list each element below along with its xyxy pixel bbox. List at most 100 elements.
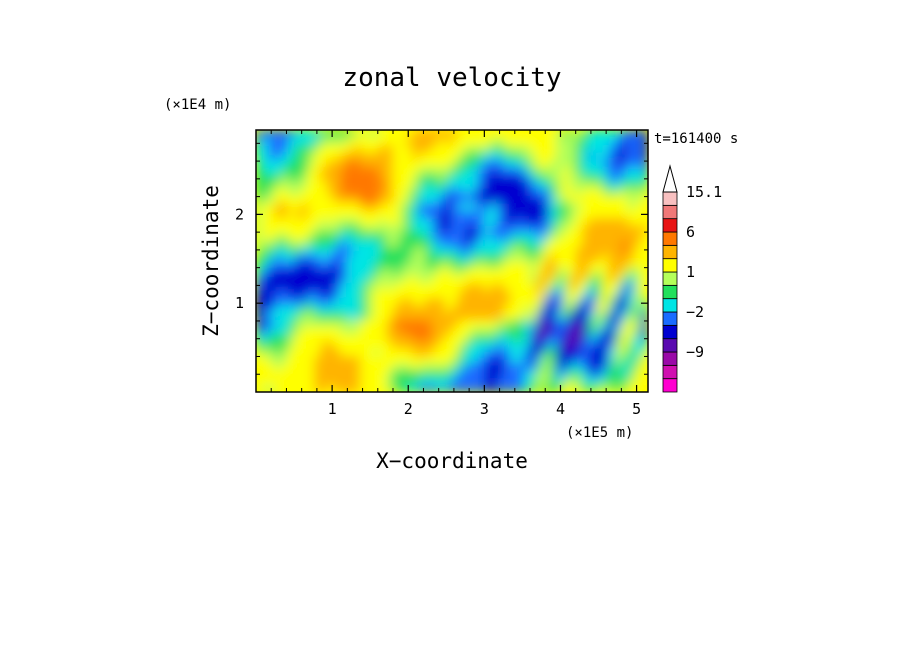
field-cell xyxy=(288,333,296,342)
field-cell xyxy=(262,296,270,306)
field-cell xyxy=(320,253,329,262)
field-cell xyxy=(582,296,590,306)
field-cell xyxy=(340,253,348,262)
field-cell xyxy=(523,158,531,167)
field-cell xyxy=(438,202,446,211)
field-cell xyxy=(471,173,479,182)
field-cell xyxy=(614,275,623,284)
colorbar-swatch xyxy=(662,364,678,380)
field-cell xyxy=(588,187,597,196)
field-cell xyxy=(314,216,322,226)
field-cell xyxy=(262,318,270,327)
field-cell xyxy=(490,195,499,204)
field-cell xyxy=(346,296,355,306)
field-cell xyxy=(392,347,401,357)
field-cell xyxy=(634,245,642,255)
field-cell xyxy=(268,253,277,262)
field-cell xyxy=(490,333,499,342)
field-cell xyxy=(346,238,355,247)
field-cell xyxy=(516,202,525,211)
field-cell xyxy=(510,347,518,357)
field-cell xyxy=(392,304,401,313)
field-cell xyxy=(438,376,446,386)
field-cell xyxy=(503,187,512,196)
field-cell xyxy=(333,355,342,364)
field-cell xyxy=(425,260,433,269)
field-cell xyxy=(634,376,642,386)
field-cell xyxy=(444,311,453,320)
field-cell xyxy=(484,333,492,342)
field-cell xyxy=(425,151,433,160)
field-cell xyxy=(575,209,584,218)
field-cell xyxy=(360,347,368,357)
field-cell xyxy=(536,289,544,298)
field-cell xyxy=(307,326,316,335)
field-cell xyxy=(256,187,264,196)
y-tick-label: 1 xyxy=(235,294,244,312)
field-cell xyxy=(490,326,499,335)
field-cell xyxy=(464,333,473,342)
field-cell xyxy=(438,318,446,327)
field-cell xyxy=(575,173,584,182)
field-cell xyxy=(536,136,544,146)
field-cell xyxy=(627,195,636,204)
field-cell xyxy=(275,362,283,371)
field-cell xyxy=(621,275,629,284)
field-cell xyxy=(569,318,577,327)
field-cell xyxy=(516,231,525,240)
field-cell xyxy=(588,231,597,240)
field-cell xyxy=(490,187,499,196)
field-cell xyxy=(588,267,597,277)
field-cell xyxy=(640,326,648,335)
field-cell xyxy=(542,173,551,182)
field-cell xyxy=(346,347,355,357)
field-cell xyxy=(497,326,505,335)
field-cell xyxy=(438,158,446,167)
field-cell xyxy=(562,231,571,240)
field-cell xyxy=(379,144,388,153)
field-cell xyxy=(386,238,394,247)
field-cell xyxy=(412,224,420,233)
field-cell xyxy=(529,165,538,175)
field-cell xyxy=(451,362,460,371)
field-cell xyxy=(418,151,427,160)
field-cell xyxy=(288,144,296,153)
field-cell xyxy=(582,347,590,357)
field-cell xyxy=(516,209,525,218)
field-cell xyxy=(327,253,335,262)
field-cell xyxy=(536,130,544,138)
field-cell xyxy=(438,238,446,247)
field-cell xyxy=(490,216,499,226)
field-cell xyxy=(464,173,473,182)
field-cell xyxy=(464,384,473,392)
field-cell xyxy=(412,130,420,138)
field-cell xyxy=(477,326,486,335)
field-cell xyxy=(438,151,446,160)
field-cell xyxy=(569,173,577,182)
field-cell xyxy=(340,362,348,371)
field-cell xyxy=(523,311,531,320)
field-cell xyxy=(281,209,290,218)
field-cell xyxy=(523,180,531,189)
field-cell xyxy=(438,216,446,226)
field-cell xyxy=(314,231,322,240)
field-cell xyxy=(484,224,492,233)
field-cell xyxy=(399,173,407,182)
field-cell xyxy=(549,275,558,284)
field-cell xyxy=(490,136,499,146)
field-cell xyxy=(497,369,505,378)
field-cell xyxy=(275,224,283,233)
field-cell xyxy=(373,347,381,357)
field-cell xyxy=(516,376,525,386)
field-cell xyxy=(301,216,309,226)
field-cell xyxy=(281,180,290,189)
field-cell xyxy=(405,267,414,277)
field-cell xyxy=(288,245,296,255)
field-cell xyxy=(438,340,446,349)
field-cell xyxy=(471,144,479,153)
field-cell xyxy=(562,347,571,357)
field-cell xyxy=(366,165,375,175)
field-cell xyxy=(412,369,420,378)
field-cell xyxy=(556,362,564,371)
field-cell xyxy=(405,231,414,240)
